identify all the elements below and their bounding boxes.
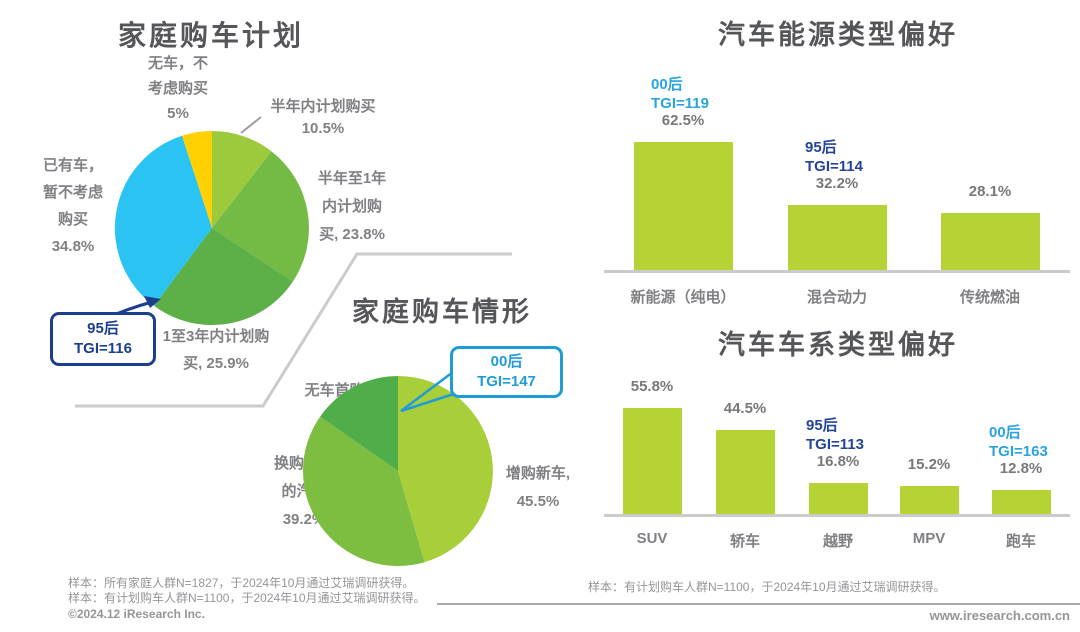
bar-MPV — [899, 486, 959, 515]
footer-sample-note-2: 样本：有计划购车人群N=1100，于2024年10月通过艾瑞调研获得。 — [68, 591, 426, 605]
pie1-label-half-to-one-year: 半年至1年 内计划购 买, 23.8% — [317, 170, 387, 243]
bar-传统燃油 — [940, 213, 1040, 271]
callout-00hou-tgi147: 00后 TGI=147 — [450, 346, 563, 398]
pie1-label-within-half-year: 半年内计划购买 10.5% — [270, 98, 376, 137]
bar-value-跑车: 12.8% — [999, 460, 1043, 477]
bar-新能源（纯电） — [633, 142, 733, 271]
pie-slice-半年至1年内计划购买 — [212, 151, 309, 282]
bar-tgi-annotation-跑车: 00后 TGI=163 — [989, 424, 1048, 460]
footer-copyright: ©2024.12 iResearch Inc. — [68, 607, 205, 621]
callout-95hou-arrowhead — [144, 296, 161, 308]
bar-category-SUV: SUV — [636, 530, 668, 547]
pie-family-purchase-plan — [114, 130, 309, 326]
pie1-label-no-car-no-plan: 无车，不 考虑购买 5% — [147, 55, 208, 122]
pie2-label-replace-car: 换购目前 的汽车 39.2% — [273, 455, 334, 528]
callout-00hou-group: 00后 — [490, 352, 523, 370]
callout-00hou-value: TGI=147 — [477, 373, 536, 390]
bar-tgi-annotation-新能源（纯电）: 00后 TGI=119 — [651, 76, 709, 112]
title-energy-type-preference: 汽车能源类型偏好 — [718, 20, 958, 50]
pie2-label-additional-car: 增购新车, 45.5% — [505, 465, 571, 510]
bar-value-SUV: 55.8% — [630, 378, 674, 395]
bar-混合动力 — [787, 205, 887, 271]
footer-sample-note-1: 样本：所有家庭人群N=1827，于2024年10月通过艾瑞调研获得。 — [68, 576, 415, 590]
callout-95hou-tgi116: 95后 TGI=116 — [50, 312, 156, 366]
pie-slice-半年内计划购买 — [212, 131, 272, 228]
pie1-label-one-to-three-years: 1至3年内计划购 买, 25.9% — [162, 328, 270, 372]
bar-tgi-annotation-越野: 95后 TGI=113 — [806, 417, 864, 453]
bar-轿车 — [715, 430, 775, 515]
bar-category-轿车: 轿车 — [729, 533, 761, 550]
title-family-purchase-plan: 家庭购车计划 — [117, 20, 304, 51]
footer-website: www.iresearch.com.cn — [929, 608, 1070, 623]
bar-tgi-annotation-混合动力: 95后 TGI=114 — [805, 139, 863, 175]
bar-category-传统燃油: 传统燃油 — [959, 289, 1021, 306]
bar-越野 — [808, 483, 868, 515]
callout-95hou-value: TGI=116 — [74, 340, 132, 357]
bar-category-混合动力: 混合动力 — [806, 289, 868, 306]
bar-value-轿车: 44.5% — [723, 400, 767, 417]
bar-SUV — [622, 408, 682, 515]
bar-value-MPV: 15.2% — [907, 456, 951, 473]
pie-slice-增购新车 — [398, 376, 493, 563]
pie-slice-1至3年内计划购买 — [154, 228, 293, 326]
bar-value-传统燃油: 28.1% — [968, 183, 1012, 200]
title-series-type-preference: 汽车车系类型偏好 — [718, 330, 958, 360]
bar-category-跑车: 跑车 — [1005, 533, 1037, 550]
footer-sample-note-right: 样本：有计划购车人群N=1100，于2024年10月通过艾瑞调研获得。 — [588, 580, 946, 594]
footer-divider-line — [437, 603, 1080, 605]
pie1-label-own-car: 已有车， 暂不考虑 购买 34.8% — [42, 157, 103, 255]
pie-slice-无车，不考虑购买 — [182, 130, 212, 228]
bar-category-新能源（纯电）: 新能源（纯电） — [630, 289, 736, 306]
pie-slice-已有车，暂不考虑购买 — [114, 135, 212, 306]
bar-category-越野: 越野 — [822, 533, 854, 550]
bar-value-混合动力: 32.2% — [815, 175, 859, 192]
bar-跑车 — [991, 490, 1051, 515]
bar-value-越野: 16.8% — [816, 453, 860, 470]
bar-category-MPV: MPV — [912, 530, 946, 547]
bar-value-新能源（纯电）: 62.5% — [661, 112, 705, 129]
callout-95hou-group: 95后 — [87, 319, 119, 337]
title-family-purchase-situation: 家庭购车情形 — [352, 297, 532, 327]
pie2-label-first-purchase: 无车首购, 15.3% — [304, 382, 416, 399]
